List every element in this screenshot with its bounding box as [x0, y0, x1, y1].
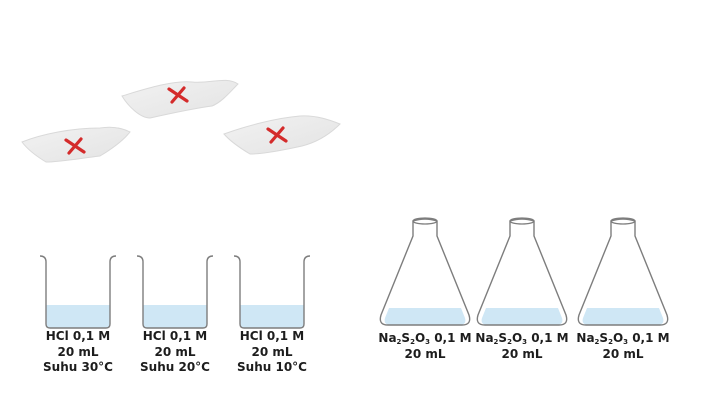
- red-cross-icon: [266, 126, 288, 144]
- flask-label-3: Na2S2O3 0,1 M 20 mL: [563, 331, 683, 362]
- beaker-solution: HCl 0,1 M: [142, 329, 208, 343]
- flask-3: [577, 217, 669, 326]
- liquid: [384, 308, 466, 325]
- paper-with-cross-1: [121, 79, 239, 119]
- flask-label-2: Na2S2O3 0,1 M 20 mL: [462, 331, 582, 362]
- beaker-temperature: Suhu 10°C: [237, 360, 307, 374]
- flask-2: [476, 217, 568, 326]
- paper-with-cross-3: [223, 115, 341, 155]
- beaker-temperature: Suhu 30°C: [43, 360, 113, 374]
- beaker-3: [233, 255, 311, 329]
- beaker-volume: 20 mL: [251, 344, 293, 359]
- red-cross-icon: [64, 137, 86, 155]
- flask-label-1: Na2S2O3 0,1 M 20 mL: [365, 331, 485, 362]
- beaker-solution: HCl 0,1 M: [45, 329, 111, 343]
- beaker-label-2: HCl 0,1 M 20 mL Suhu 20°C: [120, 329, 230, 376]
- beaker-solution: HCl 0,1 M: [239, 329, 305, 343]
- liquid: [46, 305, 110, 328]
- beaker-label-1: HCl 0,1 M 20 mL Suhu 30°C: [23, 329, 133, 376]
- beaker-label-3: HCl 0,1 M 20 mL Suhu 10°C: [217, 329, 327, 376]
- beaker-volume: 20 mL: [57, 344, 99, 359]
- beaker-temperature: Suhu 20°C: [140, 360, 210, 374]
- liquid: [582, 308, 664, 325]
- liquid: [481, 308, 563, 325]
- flask-solution: Na2S2O3 0,1 M: [576, 331, 670, 346]
- beaker-1: [39, 255, 117, 329]
- red-cross-icon: [167, 86, 189, 104]
- flask-volume: 20 mL: [404, 346, 446, 361]
- paper-with-cross-2: [21, 126, 131, 163]
- flask-volume: 20 mL: [501, 346, 543, 361]
- flask-solution: Na2S2O3 0,1 M: [475, 331, 569, 346]
- beaker-volume: 20 mL: [154, 344, 196, 359]
- beaker-2: [136, 255, 214, 329]
- flask-volume: 20 mL: [602, 346, 644, 361]
- liquid: [143, 305, 207, 328]
- flask-1: [379, 217, 471, 326]
- flask-solution: Na2S2O3 0,1 M: [378, 331, 472, 346]
- liquid: [240, 305, 304, 328]
